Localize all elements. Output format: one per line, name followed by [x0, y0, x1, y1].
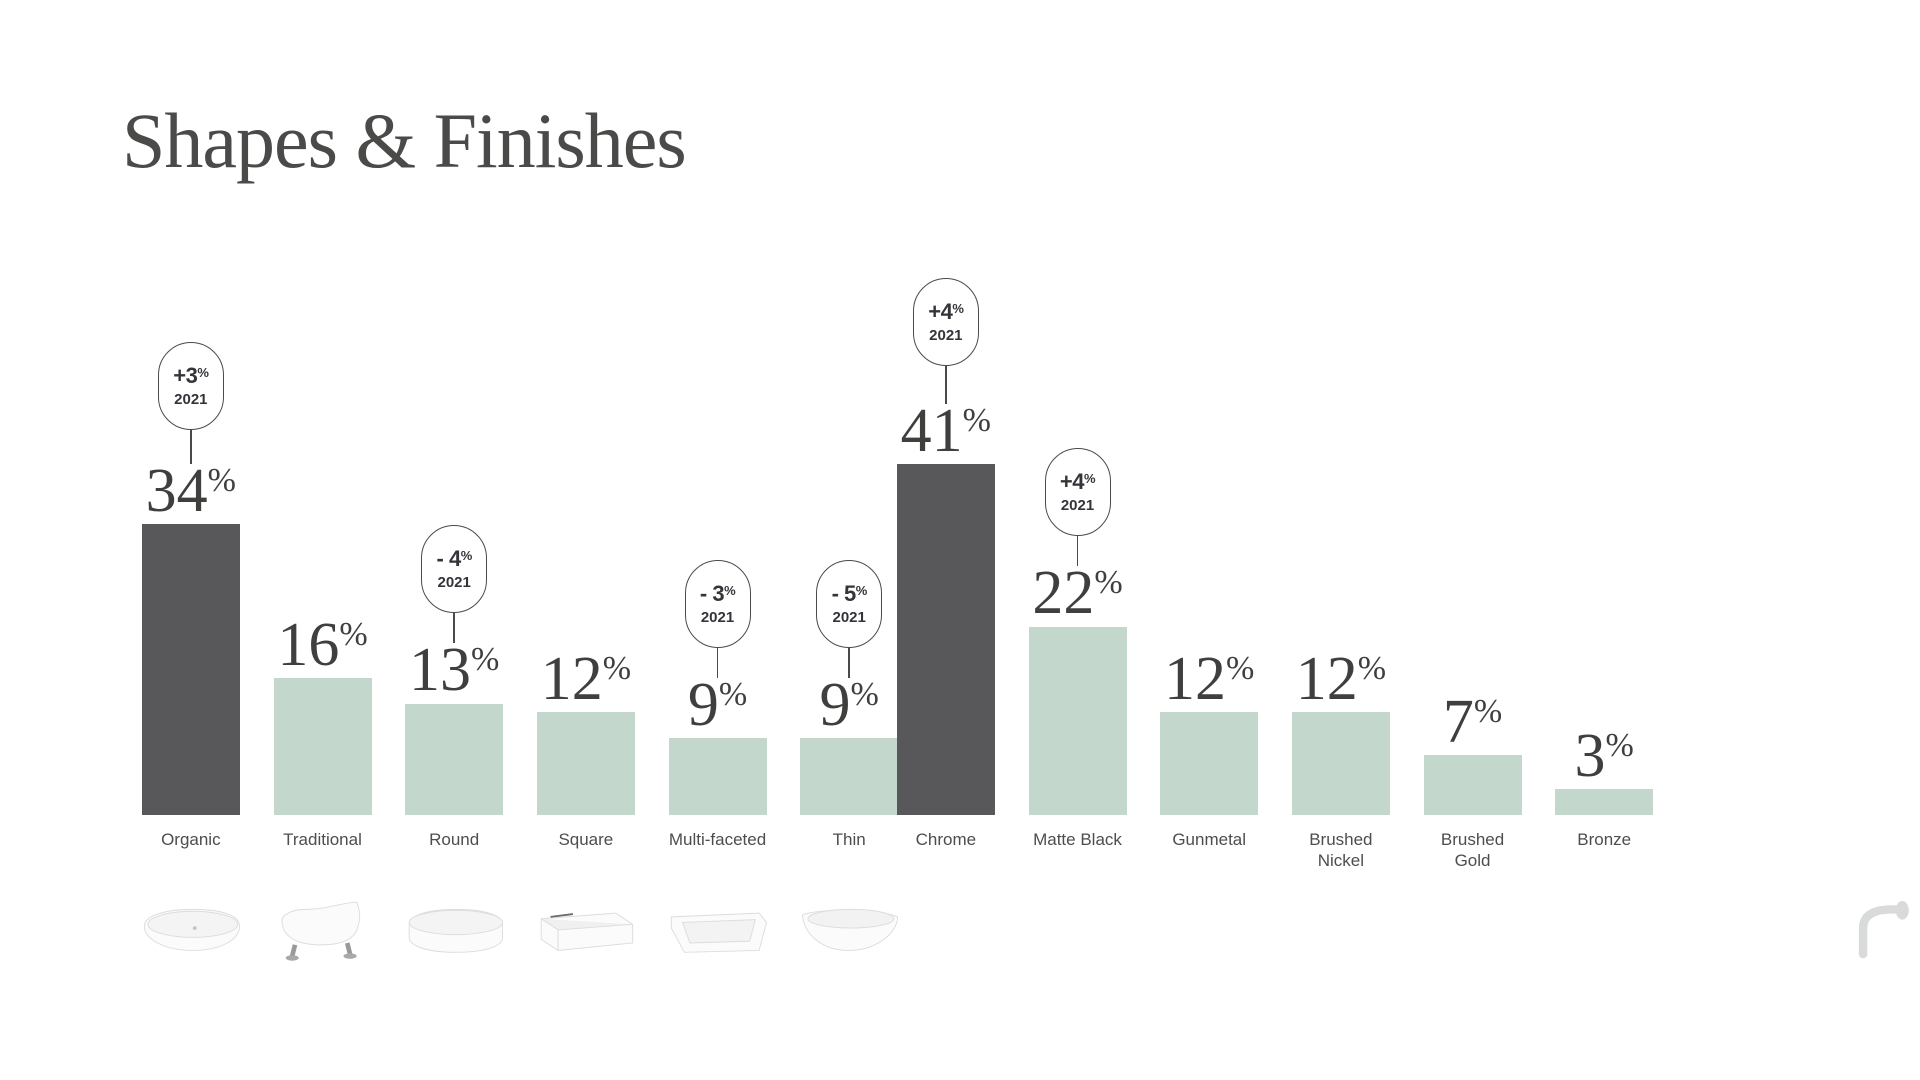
oval-freestanding-bathtub-icon — [125, 893, 257, 965]
callout-delta: - 5% — [831, 580, 868, 606]
bar-category-label: Round — [429, 830, 480, 849]
finishes-product-images — [1840, 893, 1920, 965]
callout-delta: - 3% — [699, 580, 736, 606]
callout-year: 2021 — [832, 608, 866, 626]
bar-value-label: 9% — [819, 670, 879, 739]
callout-bubble: - 5% 2021 — [816, 559, 883, 648]
bar-category-label: Traditional — [283, 830, 362, 849]
bar — [1291, 712, 1390, 815]
bar — [1028, 626, 1127, 815]
bar-category-label: Brushed Gold — [1440, 830, 1505, 871]
bar-value-label: 34% — [145, 456, 236, 525]
bar — [1555, 789, 1654, 815]
callout-delta: +4% — [1059, 469, 1096, 495]
callout-delta: - 4% — [436, 546, 473, 572]
bar-category-label: Organic — [161, 830, 221, 849]
thin-oval-bathtub-icon — [783, 893, 915, 965]
bar-category-label: Matte Black — [1033, 830, 1122, 849]
bar-column: - 4% 2021 13% Round — [388, 525, 520, 849]
change-callout: - 3% 2021 — [684, 559, 751, 678]
rectangular-bathtub-icon — [520, 893, 652, 965]
bar-value-label: 9% — [687, 670, 748, 739]
bar-category-label: Multi-faceted — [668, 830, 767, 849]
change-callout: - 4% 2021 — [421, 525, 488, 644]
bar — [668, 738, 767, 815]
round-freestanding-bathtub-icon — [388, 893, 520, 965]
square-freestanding-bathtub-icon — [652, 893, 784, 965]
callout-year: 2021 — [174, 390, 208, 408]
bar-value-label: 12% — [1295, 644, 1387, 713]
callout-bubble: - 4% 2021 — [421, 525, 488, 614]
finishes-panel: +4% 2021 41% Chrome +4% 2021 22% Matte Black 12%… — [896, 0, 1920, 1080]
bar-value-label: 12% — [1164, 644, 1255, 713]
callout-year: 2021 — [1060, 497, 1095, 515]
bar-value-label: 16% — [277, 610, 368, 679]
bar-column: 12% Brushed Nickel — [1275, 644, 1407, 870]
bar-category-label: Brushed Nickel — [1309, 830, 1373, 871]
bar-category-label: Thin — [832, 830, 866, 849]
callout-bubble: +3% 2021 — [157, 341, 224, 430]
finishes-bar-chart: +4% 2021 41% Chrome +4% 2021 22% Matte Black 12%… — [880, 277, 1670, 870]
bar-column: 7% Brushed Gold — [1407, 687, 1539, 870]
change-callout: +3% 2021 — [157, 341, 224, 464]
page-title: Shapes & Finishes — [122, 97, 687, 184]
chrome-faucet-icon — [1840, 893, 1920, 965]
bar-category-label: Gunmetal — [1172, 830, 1247, 849]
change-callout: +4% 2021 — [1044, 448, 1111, 567]
bar-column: 12% Square — [520, 644, 652, 849]
callout-delta: +3% — [173, 362, 209, 388]
bar-value-label: 41% — [900, 396, 991, 465]
bar-column: 16% Traditional — [257, 610, 389, 849]
bar-category-label: Bronze — [1577, 830, 1632, 849]
bar-column: 3% Bronze — [1538, 721, 1670, 849]
bar-column: +3% 2021 34% Organic — [125, 341, 257, 849]
bar-value-label: 7% — [1442, 687, 1503, 756]
callout-year: 2021 — [437, 574, 471, 592]
shapes-product-images — [125, 893, 915, 965]
bar — [141, 524, 240, 815]
bar-value-label: 22% — [1032, 559, 1123, 628]
bar — [800, 738, 899, 815]
bar — [896, 464, 995, 815]
bar-column: +4% 2021 41% Chrome — [880, 277, 1012, 849]
change-callout: - 5% 2021 — [816, 559, 883, 678]
bar-value-label: 3% — [1574, 721, 1634, 790]
bar-column: +4% 2021 22% Matte Black — [1012, 448, 1144, 849]
bar-column: - 3% 2021 9% Multi-faceted — [652, 559, 784, 849]
bar-category-label: Chrome — [915, 830, 977, 849]
clawfoot-bathtub-icon — [257, 893, 389, 965]
shapes-bar-chart: +3% 2021 34% Organic 16% Traditional - 4% 2021 1… — [125, 341, 915, 849]
bar — [1423, 755, 1522, 815]
bar — [273, 678, 372, 815]
callout-year: 2021 — [700, 608, 735, 626]
bar — [1160, 712, 1259, 815]
shapes-panel: +3% 2021 34% Organic 16% Traditional - 4% 2021 1… — [125, 341, 915, 965]
callout-bubble: - 3% 2021 — [684, 559, 751, 648]
bar-column: 12% Gunmetal — [1143, 644, 1275, 849]
bar-value-label: 12% — [540, 644, 632, 713]
bar — [536, 712, 635, 815]
bar — [405, 703, 504, 815]
callout-bubble: +4% 2021 — [1044, 448, 1111, 537]
bar-category-label: Square — [558, 830, 614, 849]
bar-value-label: 13% — [409, 636, 500, 705]
